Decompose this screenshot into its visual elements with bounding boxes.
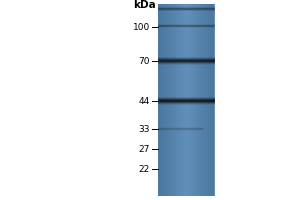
Bar xyxy=(208,4,209,196)
Bar xyxy=(172,4,173,196)
Text: kDa: kDa xyxy=(133,0,156,10)
Bar xyxy=(158,62,214,63)
Text: 27: 27 xyxy=(139,144,150,154)
Bar xyxy=(175,4,176,196)
Bar xyxy=(158,4,159,196)
Bar xyxy=(167,4,168,196)
Text: 44: 44 xyxy=(139,97,150,106)
Bar xyxy=(158,97,214,98)
Bar xyxy=(158,57,214,58)
Bar xyxy=(185,4,186,196)
Bar xyxy=(161,4,162,196)
Bar xyxy=(191,4,192,196)
Bar xyxy=(193,4,194,196)
Bar xyxy=(158,101,214,102)
Bar xyxy=(169,4,170,196)
Bar xyxy=(158,4,214,196)
Bar xyxy=(199,4,200,196)
Bar xyxy=(178,4,179,196)
Bar xyxy=(198,4,199,196)
Bar xyxy=(186,4,187,196)
Bar xyxy=(158,61,214,62)
Text: 33: 33 xyxy=(139,124,150,134)
Bar xyxy=(194,4,196,196)
Bar xyxy=(179,4,180,196)
Bar xyxy=(159,4,160,196)
Bar xyxy=(165,4,166,196)
Bar xyxy=(158,100,214,101)
Bar xyxy=(158,58,214,59)
Bar xyxy=(171,4,172,196)
Bar xyxy=(170,4,171,196)
Bar xyxy=(211,4,212,196)
Bar xyxy=(158,59,214,60)
Text: 100: 100 xyxy=(133,22,150,31)
Bar xyxy=(197,4,198,196)
Bar xyxy=(213,4,214,196)
Bar xyxy=(188,4,189,196)
Bar xyxy=(158,104,214,105)
Bar xyxy=(207,4,208,196)
Bar xyxy=(202,4,203,196)
Bar xyxy=(183,4,184,196)
Bar xyxy=(163,4,164,196)
Bar xyxy=(209,4,210,196)
Bar xyxy=(203,4,204,196)
Bar xyxy=(190,4,191,196)
Bar xyxy=(174,4,175,196)
Bar xyxy=(205,4,206,196)
Bar xyxy=(158,60,214,61)
Bar xyxy=(176,4,178,196)
Bar xyxy=(201,4,202,196)
Bar xyxy=(212,4,213,196)
Bar xyxy=(189,4,190,196)
Bar xyxy=(168,4,169,196)
Bar xyxy=(184,4,185,196)
Bar xyxy=(158,102,214,103)
Bar xyxy=(204,4,205,196)
Bar xyxy=(200,4,201,196)
Bar xyxy=(192,4,193,196)
Bar xyxy=(182,4,183,196)
Bar xyxy=(181,4,182,196)
Bar xyxy=(158,103,214,104)
Bar xyxy=(158,63,214,64)
Bar xyxy=(164,4,165,196)
Bar xyxy=(196,4,197,196)
Text: 22: 22 xyxy=(139,164,150,173)
Bar xyxy=(162,4,163,196)
Bar xyxy=(160,4,161,196)
Bar xyxy=(158,98,214,99)
Bar xyxy=(180,4,181,196)
Bar xyxy=(173,4,174,196)
Bar xyxy=(210,4,211,196)
Bar xyxy=(166,4,167,196)
Bar xyxy=(158,64,214,65)
Text: 70: 70 xyxy=(139,56,150,66)
Bar xyxy=(158,99,214,100)
Bar xyxy=(187,4,188,196)
Bar xyxy=(206,4,207,196)
